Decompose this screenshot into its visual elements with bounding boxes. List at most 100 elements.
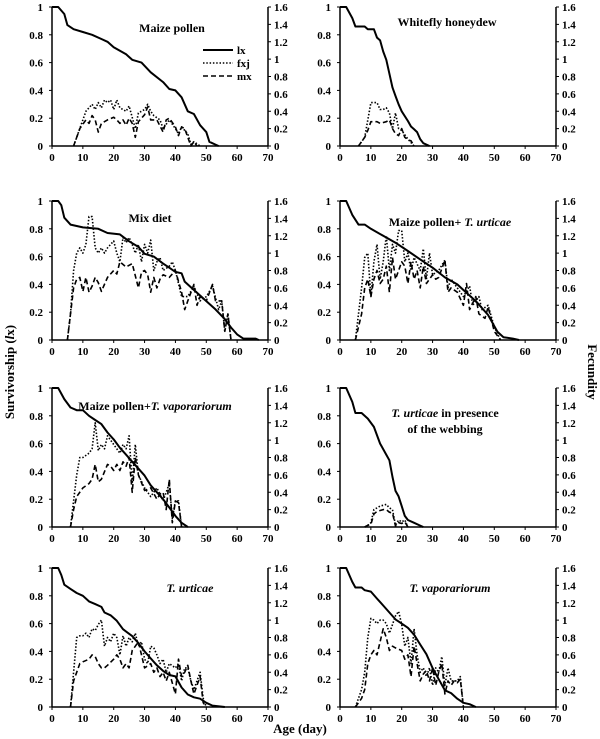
y-left-tick-label: 0.6: [29, 439, 43, 451]
y-right-tick-label: 0.2: [274, 505, 288, 517]
x-tick-label: 0: [49, 152, 55, 164]
x-tick-label: 50: [201, 152, 213, 164]
x-tick-label: 20: [108, 713, 120, 725]
y-right-tick-label: 0.4: [274, 106, 288, 118]
panel-title: Whitefly honeydew: [398, 15, 497, 29]
y-right-tick-label: 0.6: [274, 470, 288, 482]
y-left-tick-label: 1: [38, 196, 44, 208]
y-right-tick-label: 1.6: [562, 2, 576, 14]
y-right-tick-label: 1: [274, 248, 280, 260]
y-left-tick-label: 0.6: [29, 619, 43, 631]
y-left-axis-title-segment: ): [2, 325, 17, 329]
series-fxj-line: [354, 229, 502, 341]
panel: 0 10 20 30 40 50 60 7000.20.40.60.8100.20.40.60…: [317, 196, 576, 358]
x-tick-label: 40: [458, 713, 470, 725]
x-tick-label: 70: [263, 152, 275, 164]
y-left-tick-label: 0: [38, 335, 44, 347]
y-right-tick-label: 0.2: [274, 685, 288, 697]
y-left-tick-label: 0.2: [29, 674, 43, 686]
y-left-tick-label: 1: [326, 563, 332, 575]
y-left-tick-label: 0.2: [29, 113, 43, 125]
series-mx-line: [69, 641, 207, 708]
y-right-tick-label: 0.2: [274, 318, 288, 330]
y-right-tick-label: 0.8: [562, 266, 576, 278]
panel-title-segment: in presence: [438, 406, 499, 420]
x-tick-label: 30: [139, 713, 151, 725]
x-tick-label: 10: [365, 152, 377, 164]
y-right-tick-label: 0: [274, 522, 280, 534]
panel-title: Maize pollen+T. vaporariorum: [78, 399, 231, 413]
y-right-tick-label: 1.6: [274, 2, 288, 14]
x-tick-label: 60: [520, 533, 532, 545]
panel: 0 10 20 30 40 50 60 7000.20.40.60.8100.20.40.60…: [317, 563, 576, 725]
y-left-tick-label: 0.4: [29, 646, 43, 658]
x-tick-label: 60: [232, 152, 244, 164]
x-tick-label: 20: [396, 346, 408, 358]
panel-title-segment: T. urticae: [464, 215, 512, 229]
y-right-tick-label: 0.2: [562, 685, 576, 697]
series-lx-line: [340, 6, 430, 147]
x-tick-label: 20: [396, 152, 408, 164]
y-left-axis-title-segment: x: [2, 329, 17, 336]
panel-title-segment: T. vaporariorum: [410, 581, 491, 595]
series-lx-line: [340, 387, 424, 528]
y-left-tick-label: 1: [38, 383, 44, 395]
y-right-tick-label: 0.4: [562, 106, 576, 118]
panel-title-segment: Maize pollen+: [78, 399, 151, 413]
panel-title: Mix diet: [129, 211, 172, 225]
x-tick-label: 0: [337, 152, 343, 164]
y-right-tick-label: 0: [562, 335, 568, 347]
y-left-tick-label: 0.2: [317, 307, 331, 319]
y-right-tick-label: 1.2: [274, 231, 288, 243]
y-right-tick-label: 1.4: [274, 580, 288, 592]
y-right-tick-label: 0.8: [274, 72, 288, 84]
y-right-tick-label: 1.4: [274, 213, 288, 225]
y-left-tick-label: 1: [326, 383, 332, 395]
y-left-tick-label: 0.8: [29, 591, 43, 603]
x-tick-label: 50: [201, 533, 213, 545]
y-left-axis-title-segment: Survivorship (: [2, 339, 17, 419]
x-tick-label: 30: [139, 533, 151, 545]
x-tick-label: 40: [458, 346, 470, 358]
x-tick-label: 10: [77, 346, 89, 358]
y-left-tick-label: 0.6: [29, 58, 43, 70]
x-axis-title: Age (day): [273, 721, 327, 736]
legend-label-lx: lx: [237, 45, 246, 57]
y-left-tick-label: 0: [38, 141, 44, 153]
y-right-tick-label: 1.2: [562, 37, 576, 49]
y-left-tick-label: 0.8: [317, 411, 331, 423]
x-tick-label: 0: [337, 713, 343, 725]
legend-label-fxj: fxj: [237, 58, 250, 70]
series-lx-line: [340, 200, 520, 341]
y-left-tick-label: 0.4: [317, 85, 331, 97]
panel-title: T. vaporariorum: [410, 581, 491, 595]
series-mx-line: [69, 456, 183, 528]
y-right-tick-label: 1.2: [562, 231, 576, 243]
x-tick-label: 0: [49, 713, 55, 725]
panel-title-segment: T. urticae: [391, 406, 439, 420]
x-tick-label: 60: [520, 346, 532, 358]
y-right-tick-label: 1.4: [562, 400, 576, 412]
x-tick-label: 60: [520, 713, 532, 725]
y-right-tick-label: 0.6: [562, 283, 576, 295]
y-left-tick-label: 1: [326, 196, 332, 208]
x-tick-label: 50: [201, 346, 213, 358]
panel-title: T. urticae: [167, 581, 215, 595]
y-right-tick-label: 1.6: [274, 196, 288, 208]
y-left-tick-label: 0: [326, 522, 332, 534]
y-left-tick-label: 0.4: [29, 85, 43, 97]
y-right-tick-label: 0.6: [274, 650, 288, 662]
panel-title-segment: T. vaporariorum: [151, 399, 232, 413]
y-left-tick-label: 0.8: [317, 591, 331, 603]
y-right-tick-label: 0.4: [562, 667, 576, 679]
series-lx-line: [340, 567, 477, 708]
x-tick-label: 20: [108, 346, 120, 358]
x-tick-label: 30: [139, 152, 151, 164]
y-right-tick-label: 1: [562, 54, 568, 66]
x-tick-label: 70: [263, 713, 275, 725]
x-tick-label: 60: [232, 713, 244, 725]
x-tick-label: 40: [170, 713, 182, 725]
y-right-tick-label: 1: [562, 615, 568, 627]
panel-title: T. urticae in presence: [391, 406, 499, 420]
